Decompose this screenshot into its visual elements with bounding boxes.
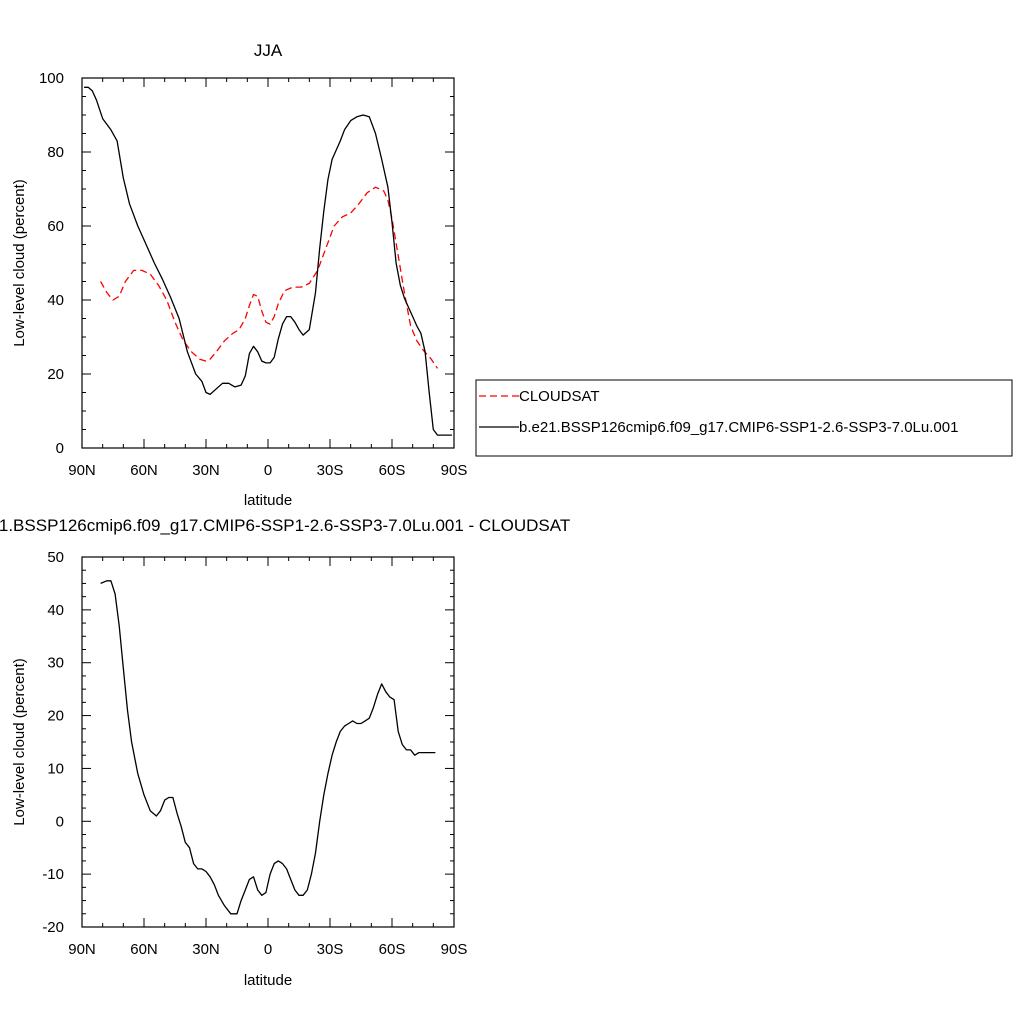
y-tick-label: 30 <box>47 655 64 672</box>
x-tick-label: 30N <box>192 462 220 479</box>
x-tick-label: 90N <box>68 462 96 479</box>
y-tick-label: 20 <box>47 366 64 383</box>
x-tick-label: 0 <box>264 462 272 479</box>
y-tick-label: 10 <box>47 760 64 777</box>
x-tick-label: 30S <box>317 462 344 479</box>
bottom-x-tick-labels: 90N 60N 30N 0 30S 60S 90S <box>68 941 467 958</box>
top-y-tick-labels: 0 20 40 60 80 100 <box>39 70 64 457</box>
y-tick-label: -10 <box>42 866 64 883</box>
x-tick-label: 90N <box>68 941 96 958</box>
x-tick-label: 90S <box>441 462 468 479</box>
bottom-x-axis-label: latitude <box>244 972 292 989</box>
y-tick-label: 100 <box>39 70 64 87</box>
x-tick-label: 60N <box>130 941 158 958</box>
y-tick-label: 20 <box>47 708 64 725</box>
top-x-tick-labels: 90N 60N 30N 0 30S 60S 90S <box>68 462 467 479</box>
x-tick-label: 90S <box>441 941 468 958</box>
legend: CLOUDSAT b.e21.BSSP126cmip6.f09_g17.CMIP… <box>475 379 1013 457</box>
top-series-lines <box>84 86 452 436</box>
x-tick-label: 30N <box>192 941 220 958</box>
x-tick-label: 30S <box>317 941 344 958</box>
legend-label-model: b.e21.BSSP126cmip6.f09_g17.CMIP6-SSP1-2.… <box>519 419 958 436</box>
y-tick-label: 40 <box>47 602 64 619</box>
bottom-axis-ticks <box>81 556 455 928</box>
top-y-axis-label: Low-level cloud (percent) <box>11 179 28 347</box>
bottom-panel: b.e21.BSSP126cmip6.f09_g17.CMIP6-SSP1-2.… <box>0 516 570 989</box>
series-line-model <box>84 86 452 436</box>
x-tick-label: 60S <box>379 941 406 958</box>
y-tick-label: 0 <box>56 440 64 457</box>
top-x-axis-label: latitude <box>244 492 292 509</box>
x-tick-label: 0 <box>264 941 272 958</box>
series-line-cloudsat <box>100 186 439 369</box>
top-axis-ticks <box>81 77 455 449</box>
bottom-y-tick-labels: -20 -10 0 10 20 30 40 50 <box>42 549 64 936</box>
bottom-series-lines <box>100 580 436 915</box>
y-tick-label: 0 <box>56 813 64 830</box>
y-tick-label: 40 <box>47 292 64 309</box>
y-tick-label: -20 <box>42 919 64 936</box>
bottom-plot-frame <box>81 556 455 928</box>
legend-box <box>475 379 1013 457</box>
bottom-chart-title: b.e21.BSSP126cmip6.f09_g17.CMIP6-SSP1-2.… <box>0 516 570 535</box>
series-line-difference <box>100 580 436 915</box>
legend-label-cloudsat: CLOUDSAT <box>519 388 600 405</box>
top-chart-title: JJA <box>254 41 283 60</box>
y-tick-label: 50 <box>47 549 64 566</box>
x-tick-label: 60S <box>379 462 406 479</box>
top-panel: JJA 90N 60N 30N 0 30S 60S 90S 0 20 40 60 80 100 lat… <box>11 41 467 509</box>
y-tick-label: 80 <box>47 144 64 161</box>
x-tick-label: 60N <box>130 462 158 479</box>
top-plot-frame <box>81 77 455 449</box>
bottom-y-axis-label: Low-level cloud (percent) <box>11 658 28 826</box>
y-tick-label: 60 <box>47 218 64 235</box>
